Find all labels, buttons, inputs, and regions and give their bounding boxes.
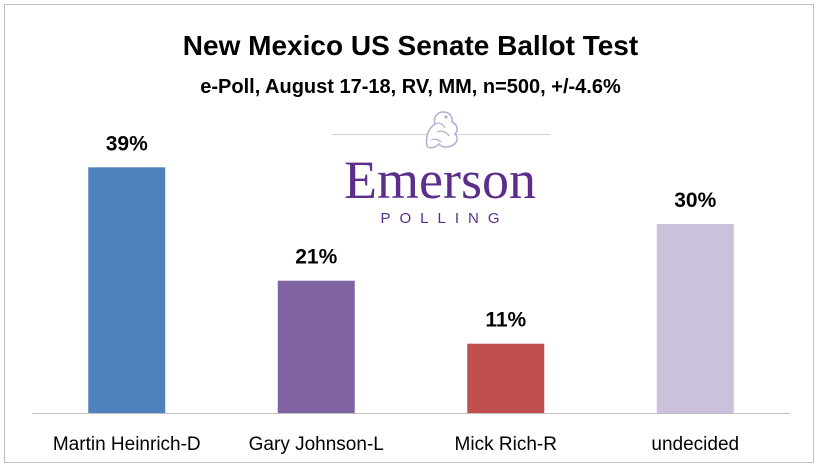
bars-layer bbox=[88, 167, 734, 413]
category-label-undecided: undecided bbox=[651, 434, 739, 455]
category-label-martin-heinrich-d: Martin Heinrich-D bbox=[53, 434, 201, 455]
bar-mick-rich-r bbox=[467, 343, 545, 413]
data-label-martin-heinrich-d: 39% bbox=[106, 132, 148, 155]
bar-undecided bbox=[656, 224, 734, 413]
data-label-mick-rich-r: 11% bbox=[485, 309, 526, 332]
logo-wordmark: Emerson bbox=[344, 150, 536, 210]
category-label-gary-johnson-l: Gary Johnson-L bbox=[249, 434, 384, 455]
bar-gary-johnson-l bbox=[277, 280, 355, 413]
chart-subtitle: e-Poll, August 17-18, RV, MM, n=500, +/-… bbox=[200, 76, 621, 98]
data-label-gary-johnson-l: 21% bbox=[295, 246, 337, 269]
bar-martin-heinrich-d bbox=[88, 167, 166, 413]
emerson-polling-logo: Emerson POLLING bbox=[320, 106, 560, 236]
lion-crest-icon bbox=[425, 111, 458, 149]
data-label-undecided: 30% bbox=[674, 189, 716, 212]
chart-title: New Mexico US Senate Ballot Test bbox=[182, 30, 639, 61]
labels-layer: 39% Martin Heinrich-D 21% Gary Johnson-L 11%… bbox=[53, 132, 739, 455]
category-label-mick-rich-r: Mick Rich-R bbox=[455, 434, 557, 455]
logo-subtext: POLLING bbox=[380, 210, 509, 227]
